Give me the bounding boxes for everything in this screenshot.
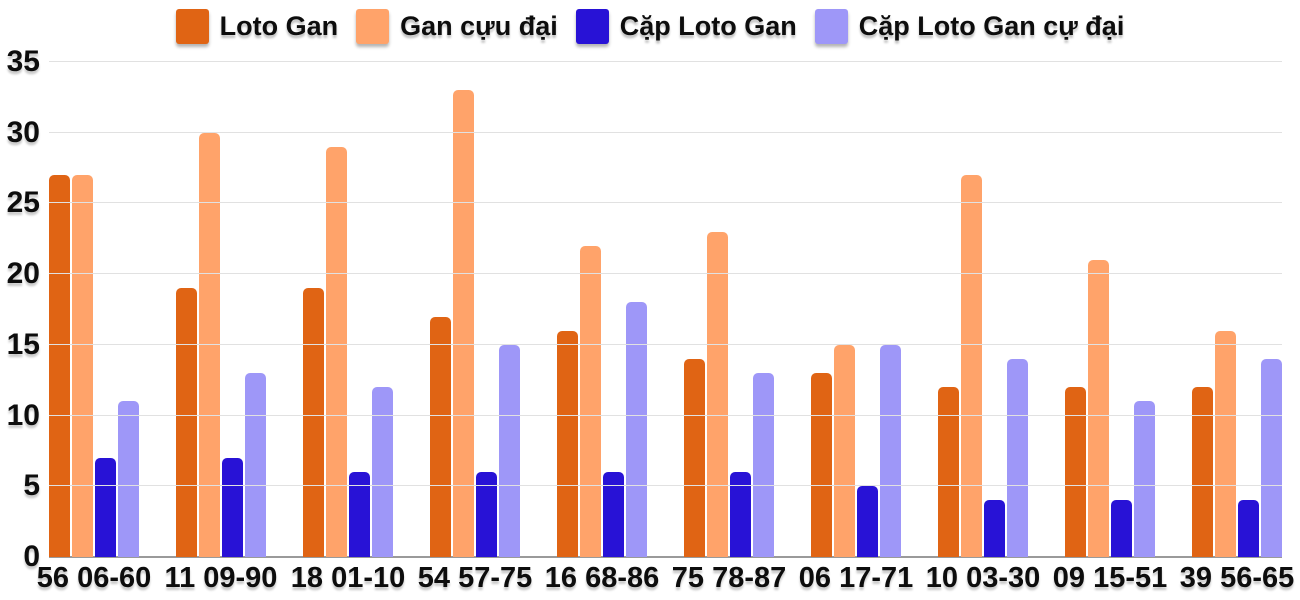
legend-item-label: Cặp Loto Gan cự đại [858,10,1125,41]
legend-item-label: Gan cựu đại [400,10,558,41]
x-axis-line [49,556,1282,558]
bar-cap-loto-gan [1238,500,1259,557]
bar-cap-loto-gan-cu-ai [372,387,393,557]
bar-cap-loto-gan [1111,500,1132,557]
legend-swatch-icon [575,8,609,44]
gridline-30 [49,131,1282,133]
legend-item-label: Cặp Loto Gan [619,10,797,41]
bar-cap-loto-gan-cu-ai [626,302,647,557]
bar-gan-cuu-ai [453,90,474,557]
bar-group-11-09-90: 11 09-90 [165,62,277,594]
bar-group-56-06-60: 56 06-60 [37,62,151,594]
bar-loto-gan [176,288,197,557]
bar-group-10-03-30: 10 03-30 [926,62,1040,594]
bar-group-54-57-75: 54 57-75 [418,62,532,594]
plot-area: 56 06-60 11 09-90 18 01-10 54 57-75 16 68-86… [7,45,1295,594]
bar-cap-loto-gan [857,486,878,557]
bar-cap-loto-gan [476,472,497,557]
bar-loto-gan [557,330,578,557]
y-axis-tick-label: 5 [23,469,40,503]
bar-loto-gan [938,387,959,557]
bar-cap-loto-gan [984,500,1005,557]
bar-cap-loto-gan [349,472,370,557]
bar-cap-loto-gan-cu-ai [1261,359,1282,557]
gridline-5 [49,485,1282,487]
bar-loto-gan [684,359,705,557]
gridline-25 [49,202,1282,204]
legend-item-label: Loto Gan [219,10,339,41]
bar-gan-cuu-ai [834,344,855,557]
legend-swatch-icon [175,8,209,44]
bar-cap-loto-gan [222,458,243,557]
bar-cap-loto-gan-cu-ai [118,401,139,557]
bar-group-16-68-86: 16 68-86 [545,62,659,594]
bar-cap-loto-gan-cu-ai [1007,359,1028,557]
x-axis-category-label: 54 57-75 [417,562,533,594]
bar-loto-gan [1192,387,1213,557]
legend: Loto Gan Gan cựu đại Cặp Loto Gan Cặp Loto … [0,5,1300,47]
bar-loto-gan [811,373,832,557]
bar-gan-cuu-ai [72,175,93,557]
bar-loto-gan [430,316,451,557]
bar-groups: 56 06-60 11 09-90 18 01-10 54 57-75 16 68-86… [37,62,1294,594]
x-axis-category-label: 16 68-86 [544,562,660,594]
bar-gan-cuu-ai [707,231,728,557]
y-axis-tick-label: 20 [6,257,40,291]
gridline-10 [49,414,1282,416]
x-axis-category-label: 10 03-30 [925,562,1041,594]
bar-gan-cuu-ai [1215,330,1236,557]
x-axis-category-label: 18 01-10 [290,562,406,594]
y-axis-tick-label: 15 [6,327,40,361]
legend-swatch-icon [814,8,848,44]
bar-cap-loto-gan-cu-ai [1134,401,1155,557]
bar-group-75-78-87: 75 78-87 [672,62,786,594]
x-axis-category-label: 75 78-87 [671,562,787,594]
y-axis-tick-label: 10 [6,398,40,432]
bar-group-39-56-65: 39 56-65 [1180,62,1294,594]
legend-swatch-icon [356,8,390,44]
bar-cap-loto-gan [95,458,116,557]
gridline-15 [49,343,1282,345]
bar-cap-loto-gan-cu-ai [499,344,520,557]
y-axis-tick-label: 25 [6,186,40,220]
bar-loto-gan [1065,387,1086,557]
bar-gan-cuu-ai [199,132,220,557]
gridline-20 [49,273,1282,275]
bar-cap-loto-gan [603,472,624,557]
legend-item-loto-gan: Loto Gan [175,8,339,44]
x-axis-category-label: 11 09-90 [164,562,278,594]
x-axis-category-label: 56 06-60 [36,562,152,594]
bar-cap-loto-gan-cu-ai [753,373,774,557]
x-axis-category-label: 06 17-71 [798,562,914,594]
legend-item-cap-loto-gan-cu-ai: Cặp Loto Gan cự đại [814,8,1125,44]
bar-gan-cuu-ai [961,175,982,557]
x-axis-category-label: 39 56-65 [1179,562,1295,594]
gridline-35 [49,61,1282,62]
bar-loto-gan [49,175,70,557]
bar-gan-cuu-ai [326,146,347,557]
bar-group-09-15-51: 09 15-51 [1053,62,1167,594]
y-axis-tick-label: 35 [6,45,40,78]
legend-item-cap-loto-gan: Cặp Loto Gan [575,8,797,44]
x-axis-category-label: 09 15-51 [1052,562,1168,594]
bar-group-18-01-10: 18 01-10 [291,62,405,594]
bar-cap-loto-gan-cu-ai [245,373,266,557]
bar-cap-loto-gan [730,472,751,557]
bar-group-06-17-71: 06 17-71 [799,62,913,594]
y-axis-tick-label: 30 [6,115,40,149]
legend-item-gan-cuu-ai: Gan cựu đại [356,8,558,44]
bar-loto-gan [303,288,324,557]
bar-gan-cuu-ai [1088,260,1109,557]
bar-cap-loto-gan-cu-ai [880,344,901,557]
bar-gan-cuu-ai [580,245,601,557]
y-axis-tick-label: 0 [23,540,40,573]
